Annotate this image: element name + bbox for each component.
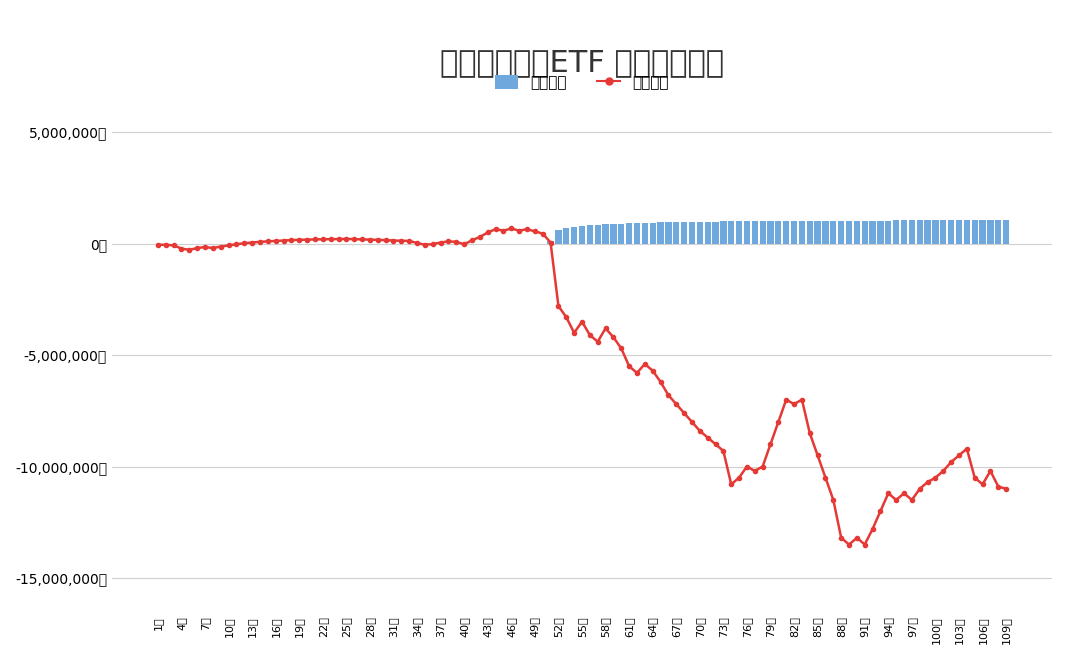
Bar: [767, 221, 774, 244]
Bar: [547, 241, 554, 244]
Bar: [728, 221, 734, 244]
Bar: [830, 221, 837, 244]
Bar: [862, 221, 867, 244]
Bar: [783, 221, 790, 244]
Bar: [579, 226, 585, 244]
Bar: [603, 225, 608, 244]
Bar: [641, 223, 648, 244]
Bar: [571, 227, 577, 244]
Bar: [751, 221, 758, 244]
Bar: [713, 221, 719, 244]
Bar: [760, 221, 766, 244]
Bar: [681, 222, 687, 244]
Bar: [996, 220, 1002, 244]
Bar: [650, 223, 656, 244]
Bar: [665, 222, 671, 244]
Bar: [594, 225, 601, 244]
Bar: [933, 220, 939, 244]
Legend: 実現損益, 評価損益: 実現損益, 評価損益: [489, 69, 675, 96]
Bar: [947, 220, 954, 244]
Bar: [854, 221, 860, 244]
Bar: [846, 221, 853, 244]
Bar: [838, 221, 844, 244]
Bar: [987, 220, 993, 244]
Bar: [744, 221, 750, 244]
Bar: [791, 221, 797, 244]
Bar: [940, 220, 946, 244]
Bar: [610, 224, 617, 244]
Bar: [823, 221, 829, 244]
Bar: [972, 220, 977, 244]
Bar: [720, 221, 727, 244]
Bar: [924, 220, 930, 244]
Bar: [956, 220, 962, 244]
Bar: [704, 221, 711, 244]
Bar: [618, 223, 624, 244]
Bar: [799, 221, 806, 244]
Bar: [807, 221, 813, 244]
Bar: [917, 220, 923, 244]
Bar: [877, 221, 883, 244]
Bar: [870, 221, 876, 244]
Bar: [689, 222, 695, 244]
Bar: [634, 223, 640, 244]
Bar: [563, 228, 570, 244]
Bar: [1003, 220, 1009, 244]
Bar: [901, 221, 907, 244]
Bar: [909, 220, 915, 244]
Bar: [814, 221, 821, 244]
Bar: [736, 221, 743, 244]
Bar: [697, 221, 703, 244]
Bar: [626, 223, 633, 244]
Bar: [886, 221, 891, 244]
Bar: [964, 220, 970, 244]
Title: トライオートETF 週別運用実績: トライオートETF 週別運用実績: [440, 48, 724, 77]
Bar: [776, 221, 781, 244]
Bar: [893, 221, 899, 244]
Bar: [657, 223, 664, 244]
Bar: [673, 222, 680, 244]
Bar: [555, 230, 561, 244]
Bar: [980, 220, 986, 244]
Bar: [587, 225, 593, 244]
